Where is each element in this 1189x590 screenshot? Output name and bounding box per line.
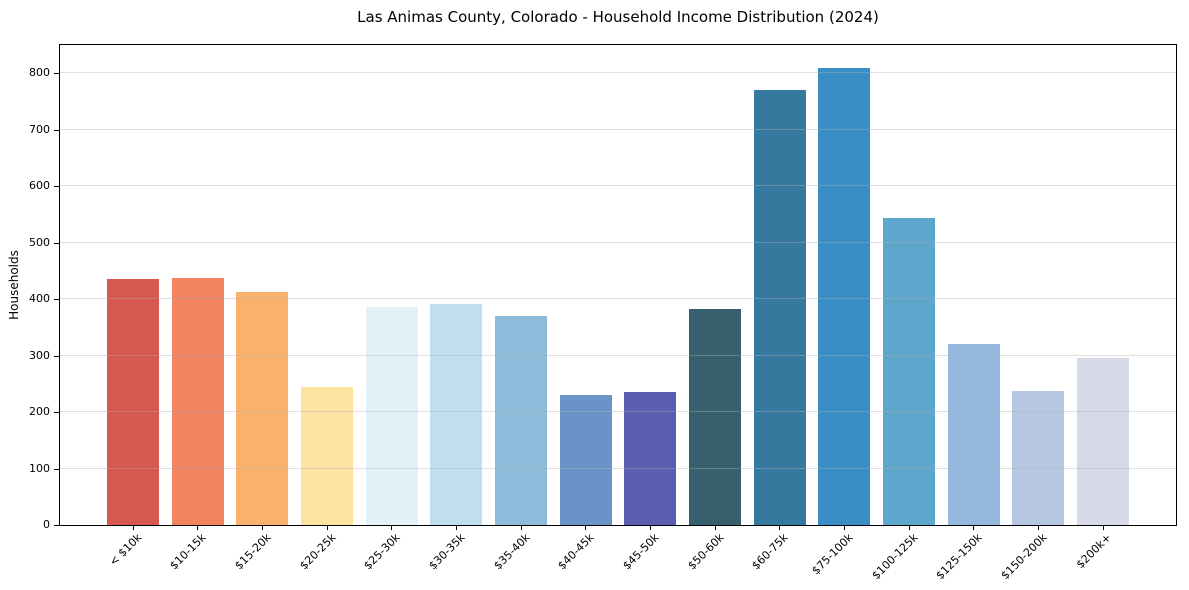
y-tick-label-300: 300 [29,348,50,362]
bar-16 [1077,358,1129,525]
bar-9 [624,392,677,525]
y-tick-label-200: 200 [29,405,50,419]
bar-4 [301,386,353,525]
x-tick-mark-7 [520,526,522,530]
y-tick-mark-700 [54,129,59,131]
x-tick-mark-2 [197,526,199,530]
bar-15 [1012,390,1065,525]
y-tick-label-400: 400 [29,292,50,306]
bar-3 [236,291,289,525]
gridline-200 [60,411,1176,413]
x-tick-mark-5 [391,526,393,530]
gridline-100 [60,467,1176,469]
x-tick-mark-4 [326,526,328,530]
y-tick-mark-200 [54,412,59,414]
bar-5 [365,307,418,525]
bar-1 [107,279,159,525]
bar-10 [689,308,741,525]
y-axis-label: Households [7,250,21,320]
x-tick-mark-16 [1102,526,1104,530]
x-tick-mark-15 [1037,526,1039,530]
y-tick-label-800: 800 [29,66,50,80]
gridline-700 [60,128,1176,130]
gridline-400 [60,298,1176,300]
bar-8 [559,395,612,525]
gridline-600 [60,185,1176,187]
plot-area [59,44,1177,526]
x-tick-mark-10 [714,526,716,530]
x-tick-mark-8 [585,526,587,530]
x-tick-mark-14 [973,526,975,530]
gridline-500 [60,241,1176,243]
y-tick-mark-100 [54,468,59,470]
y-tick-mark-800 [54,73,59,75]
bar-13 [883,217,935,525]
bar-14 [947,344,1000,525]
x-tick-mark-1 [132,526,134,530]
y-tick-label-0: 0 [43,518,50,531]
y-tick-label-100: 100 [29,461,50,475]
y-tick-mark-300 [54,355,59,357]
y-tick-mark-500 [54,242,59,244]
y-tick-mark-0 [54,525,59,526]
x-tick-mark-12 [843,526,845,530]
x-tick-mark-11 [779,526,781,530]
gridline-300 [60,354,1176,356]
y-tick-mark-600 [54,186,59,188]
x-tick-mark-9 [649,526,651,530]
x-tick-mark-3 [261,526,263,530]
bar-7 [495,315,547,525]
y-tick-label-500: 500 [29,235,50,249]
chart-title: Las Animas County, Colorado - Household … [357,8,879,26]
x-tick-mark-6 [455,526,457,530]
bar-11 [753,90,806,525]
bar-12 [818,67,871,525]
x-tick-mark-13 [908,526,910,530]
gridline-800 [60,72,1176,74]
bar-2 [171,277,224,525]
y-tick-mark-400 [54,299,59,301]
y-tick-label-700: 700 [29,122,50,136]
bar-6 [430,304,483,525]
y-tick-label-600: 600 [29,179,50,193]
